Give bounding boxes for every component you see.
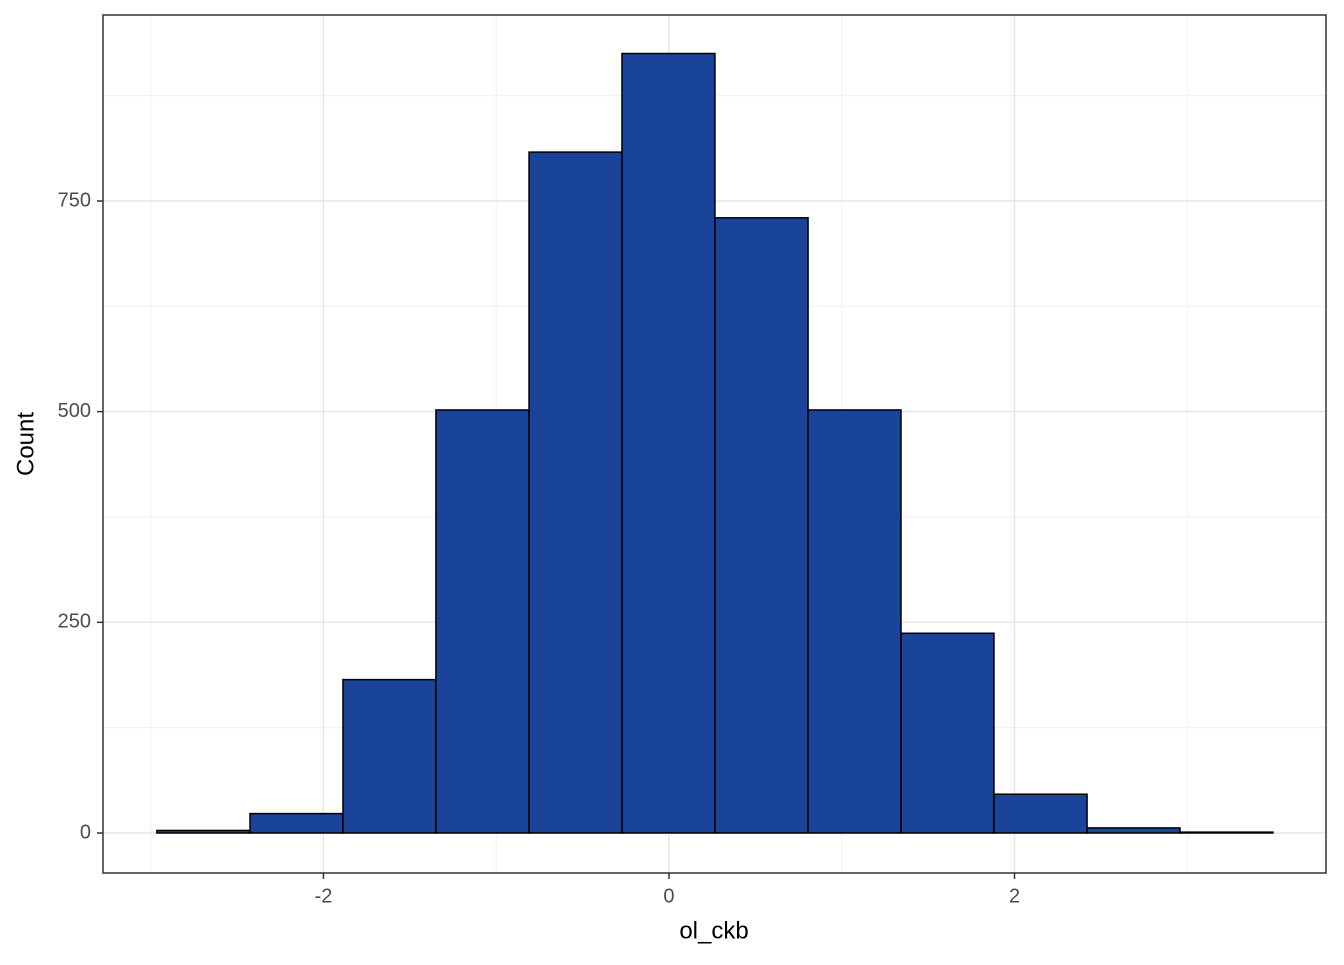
bar (342, 678, 437, 834)
y-tick-label: 750 (58, 189, 91, 211)
x-tick-label: 2 (1009, 885, 1020, 907)
y-tick-label: 0 (80, 821, 91, 843)
bar (807, 409, 902, 834)
y-tick-label: 500 (58, 400, 91, 422)
x-tick-label: -2 (315, 885, 333, 907)
bar (621, 52, 716, 834)
bar (435, 409, 530, 834)
y-axis-title: Count (12, 412, 39, 476)
panel-border (102, 14, 1327, 874)
bar (1179, 831, 1274, 834)
x-axis-title: ol_ckb (679, 917, 748, 944)
x-tick-label: 0 (663, 885, 674, 907)
bar (1086, 827, 1181, 834)
y-tick-label: 250 (58, 611, 91, 633)
bar (156, 829, 251, 834)
bar (900, 632, 995, 834)
bar (993, 793, 1088, 834)
bar (528, 151, 623, 834)
bar (714, 217, 809, 834)
bar (249, 812, 344, 834)
